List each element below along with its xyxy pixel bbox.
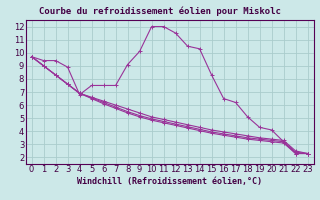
Text: Courbe du refroidissement éolien pour Miskolc: Courbe du refroidissement éolien pour Mi… <box>39 6 281 16</box>
X-axis label: Windchill (Refroidissement éolien,°C): Windchill (Refroidissement éolien,°C) <box>77 177 262 186</box>
